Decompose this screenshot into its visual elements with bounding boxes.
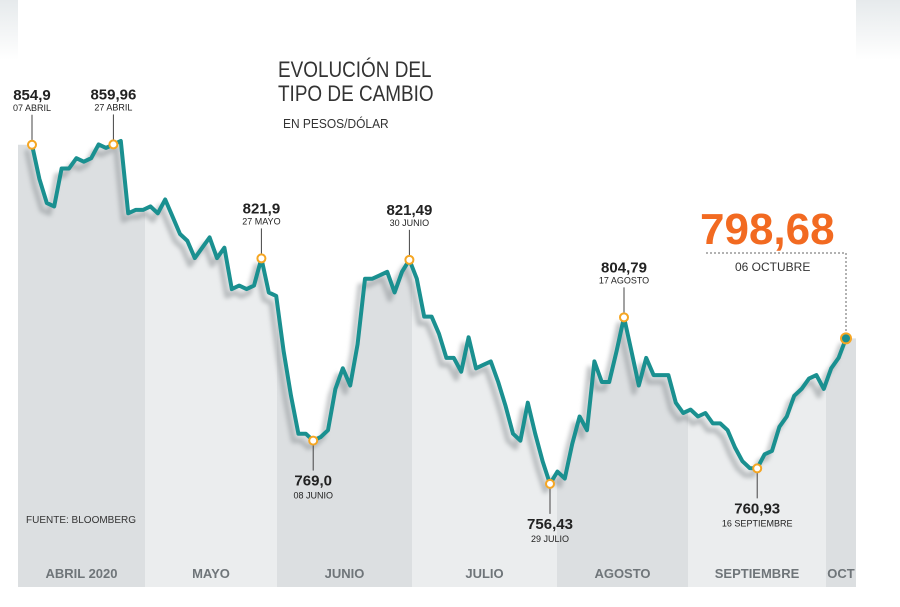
current-value-marker	[840, 332, 852, 345]
annotation-value: 854,9	[13, 87, 51, 104]
month-label: MAYO	[192, 566, 230, 581]
annotation-marker	[752, 463, 763, 474]
month-label: SEPTIEMBRE	[715, 566, 800, 581]
annotation-marker	[619, 312, 629, 323]
chart-subtitle: EN PESOS/DÓLAR	[283, 116, 389, 131]
annotation-date: 29 JULIO	[531, 534, 569, 544]
annotation: 854,907 ABRIL	[13, 87, 51, 150]
annotation-value: 821,9	[243, 200, 281, 217]
area-above-line	[18, 0, 856, 484]
annotation-marker	[256, 253, 267, 264]
annotation-marker	[108, 139, 119, 150]
chart-title: EVOLUCIÓN DEL TIPO DE CAMBIO	[278, 58, 434, 106]
series-line-shadow	[24, 145, 844, 494]
annotation-value: 769,0	[294, 473, 332, 490]
annotation-date: 17 AGOSTO	[599, 275, 649, 285]
annotation-marker	[308, 435, 319, 446]
month-label: JULIO	[465, 566, 503, 581]
current-value: 798,68	[700, 205, 835, 254]
annotation: 821,927 MAYO	[242, 200, 281, 264]
annotation-date: 30 JUNIO	[390, 218, 430, 228]
annotation-date: 27 ABRIL	[94, 102, 132, 112]
source-note: FUENTE: BLOOMBERG	[26, 515, 137, 526]
month-label: ABRIL 2020	[45, 566, 117, 581]
annotation-marker	[27, 139, 37, 150]
annotation-marker	[545, 478, 555, 489]
annotation-date: 07 ABRIL	[13, 103, 51, 113]
annotation-value: 804,79	[601, 259, 647, 276]
annotation-date: 27 MAYO	[242, 216, 280, 226]
annotation: 769,008 JUNIO	[293, 435, 333, 501]
annotation-value: 821,49	[386, 202, 432, 219]
chart-title-line2: TIPO DE CAMBIO	[278, 81, 434, 106]
annotation-date: 16 SEPTIEMBRE	[722, 518, 793, 528]
annotation-date: 08 JUNIO	[293, 491, 333, 501]
current-date: 06 OCTUBRE	[735, 260, 811, 274]
series-line	[30, 139, 848, 486]
chart-title-line1: EVOLUCIÓN DEL	[278, 57, 432, 82]
month-label: JUNIO	[325, 566, 365, 581]
month-label: OCT	[827, 566, 855, 581]
annotation-marker	[404, 254, 415, 265]
annotation-value: 760,93	[734, 500, 780, 517]
annotation-value: 756,43	[527, 516, 573, 533]
annotation-value: 859,96	[90, 86, 136, 103]
month-label: AGOSTO	[594, 566, 650, 581]
